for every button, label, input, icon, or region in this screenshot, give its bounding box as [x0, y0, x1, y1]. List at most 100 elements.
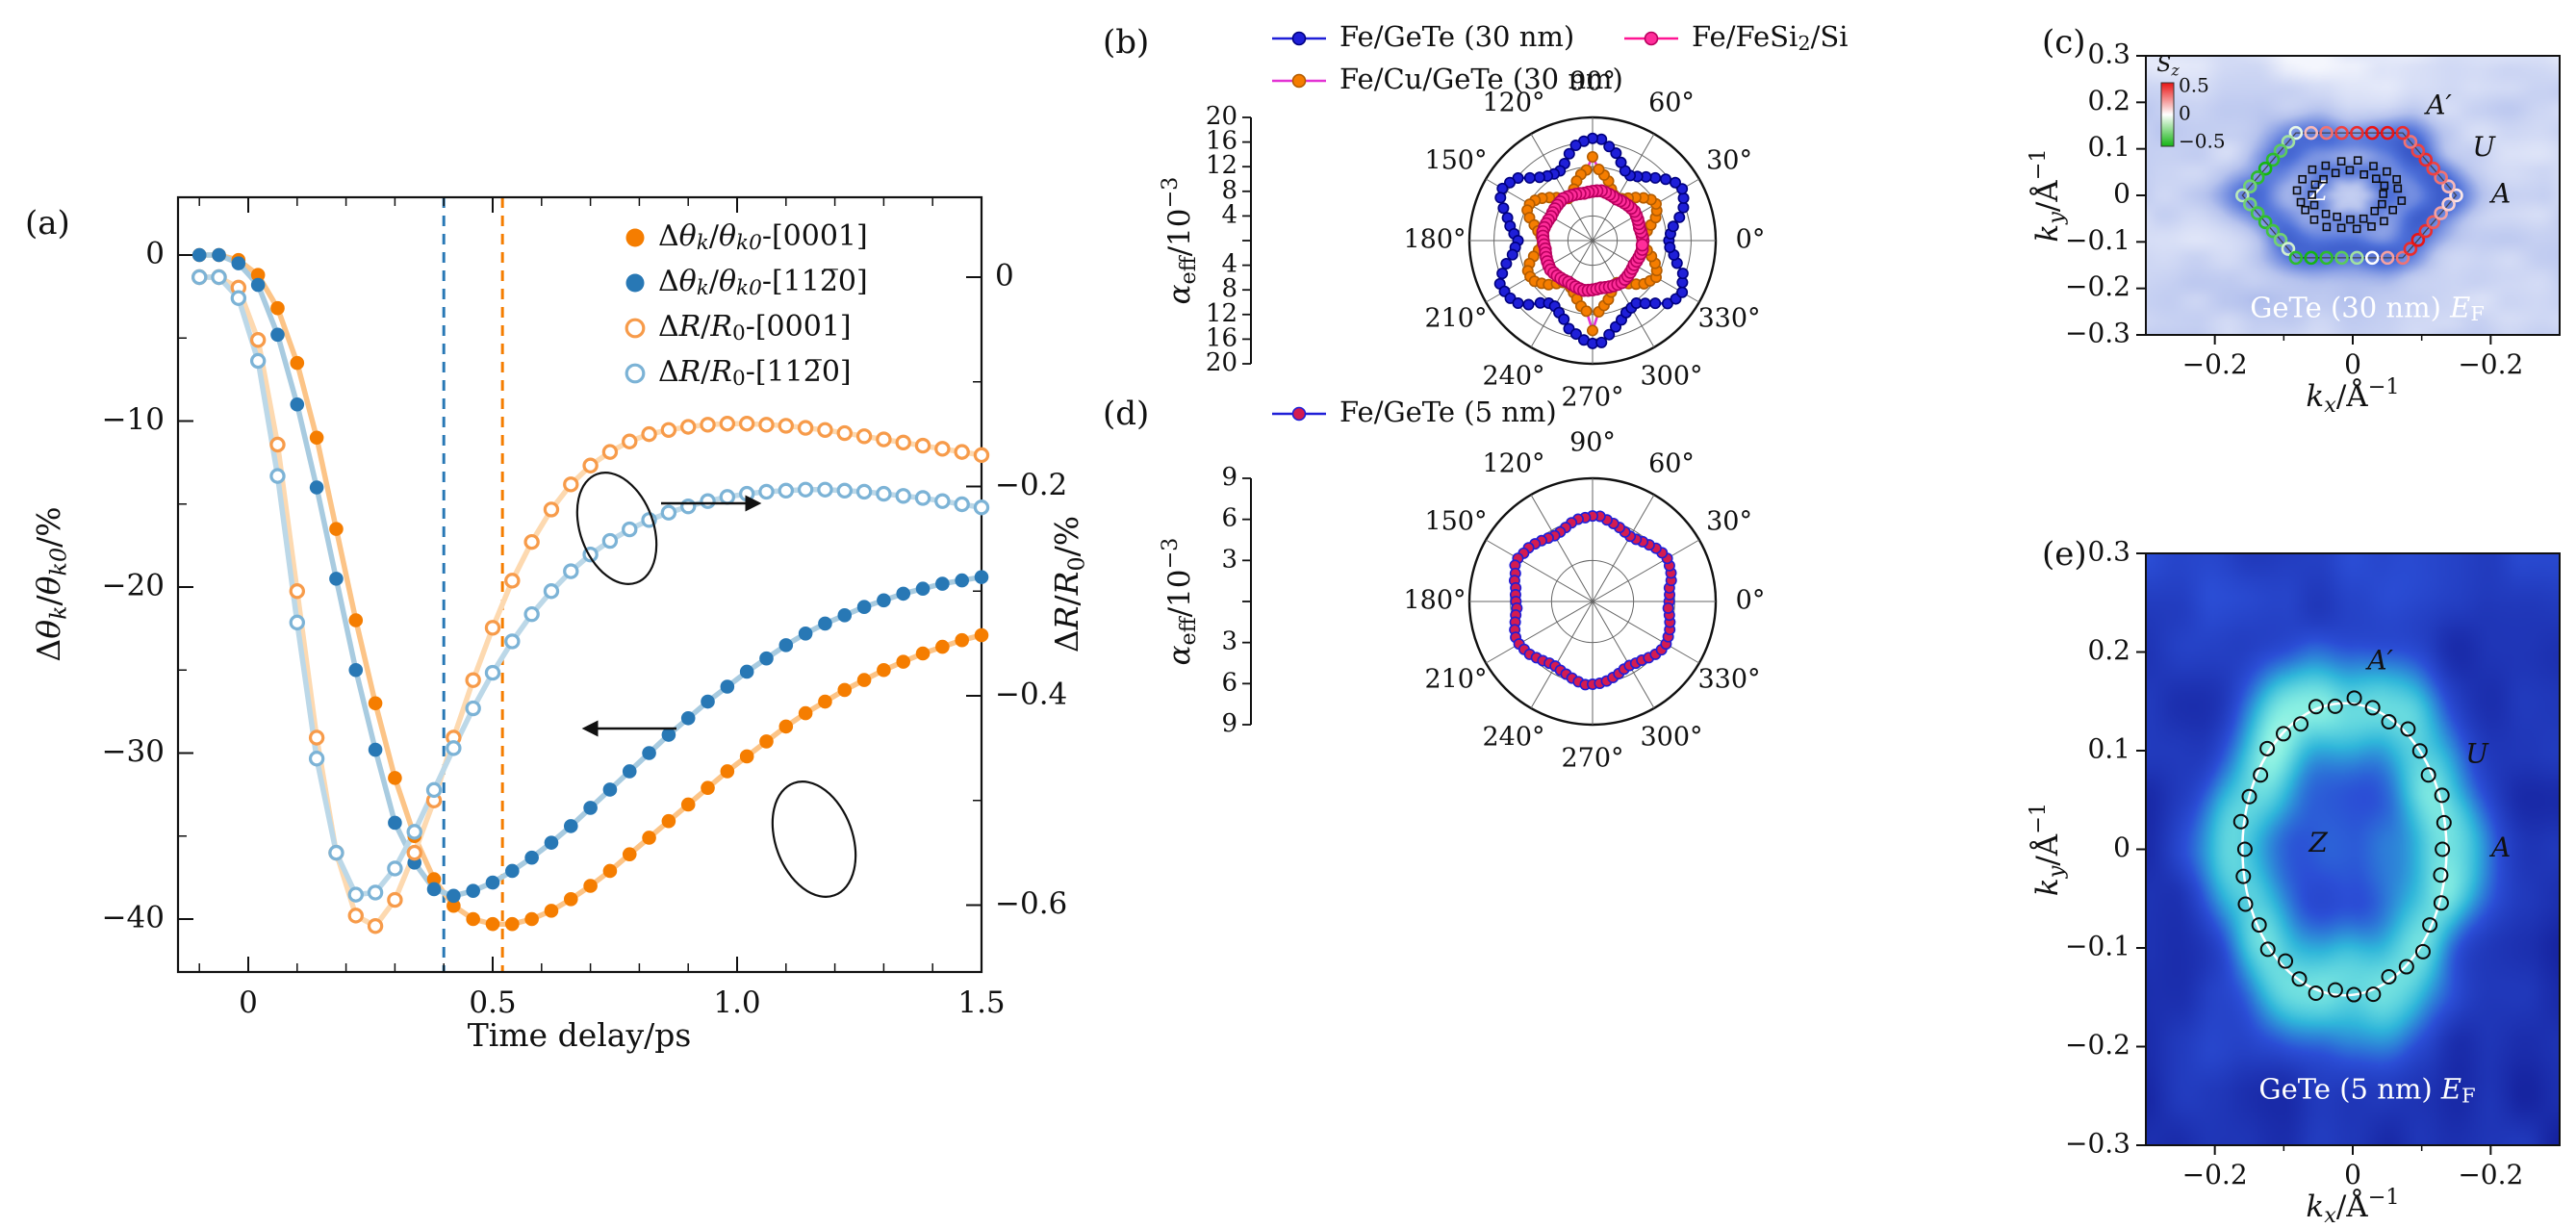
data-point-marker: [485, 916, 500, 932]
data-point-marker: [642, 746, 656, 760]
spin-texture-marker: [2426, 215, 2440, 230]
data-point-marker: [739, 664, 754, 679]
map-x-axis-label: kx/Å−1: [2306, 1185, 2399, 1228]
fermi-ring-marker: [2308, 985, 2324, 1001]
inner-band-square-marker: [2359, 214, 2368, 223]
data-point-marker: [583, 879, 598, 893]
polar-data-marker: [1522, 298, 1535, 311]
data-point-marker: [955, 632, 969, 648]
sz-colorbar: [2160, 82, 2175, 147]
fermi-ring-marker: [2308, 699, 2324, 715]
data-point-marker: [290, 355, 305, 371]
series-line: [196, 252, 984, 927]
data-point-marker: [309, 480, 324, 495]
data-point-marker: [701, 694, 715, 709]
polar-data-marker: [1676, 286, 1689, 298]
spin-texture-marker: [2281, 242, 2296, 256]
data-point-marker: [329, 522, 344, 536]
spin-texture-marker: [2449, 188, 2463, 203]
data-point-marker: [446, 898, 461, 913]
kpoint-label: U: [2465, 738, 2489, 770]
data-point-marker: [347, 886, 364, 903]
map-y-tick-label: 0.3: [2087, 38, 2130, 70]
data-point-marker: [661, 728, 676, 742]
polar-data-marker: [1496, 182, 1509, 194]
data-point-marker: [797, 481, 814, 498]
spin-texture-marker: [2364, 125, 2380, 141]
sz-colorbar-title: Sz: [2156, 53, 2180, 79]
data-point-marker: [505, 916, 520, 932]
angle-label: 240°: [1482, 723, 1544, 753]
legend-label: Δθk/θk0-[0001]: [658, 219, 868, 255]
y-left-tick-label: −20: [102, 569, 165, 603]
radial-tick-label: 4: [1221, 250, 1237, 279]
data-point-marker: [680, 710, 696, 726]
spin-texture-marker: [2434, 206, 2448, 220]
legend-marker: [625, 318, 646, 339]
spin-texture-marker: [2403, 242, 2418, 256]
fermi-ring-marker: [2278, 953, 2294, 969]
y-left-tick-label: −30: [102, 734, 165, 769]
data-point-marker: [974, 627, 989, 643]
map-y-tick-label: −0.1: [2065, 224, 2130, 256]
spin-texture-marker: [2350, 125, 2364, 141]
spin-texture-marker: [2242, 179, 2257, 194]
polar-data-marker: [1615, 156, 1627, 168]
polar-data-marker: [1587, 150, 1599, 163]
radial-tick-label: 16: [1206, 127, 1237, 156]
inner-band-square-marker: [2308, 191, 2316, 199]
data-point-marker: [934, 441, 951, 457]
data-point-marker: [877, 662, 891, 678]
data-point-marker: [837, 682, 853, 698]
spin-texture-marker: [2250, 206, 2265, 220]
polar-data-marker: [1676, 268, 1689, 280]
fermi-ring-marker: [2411, 743, 2428, 759]
fermi-ring-marker: [2400, 721, 2416, 737]
fermi-map-5nm: [2146, 553, 2560, 1145]
y-left-axis-label: Δθk/θk0/%: [30, 506, 72, 661]
data-point-marker: [895, 434, 911, 451]
inner-band-square-marker: [2346, 215, 2355, 224]
spin-texture-marker: [2319, 125, 2334, 141]
polar-data-marker: [1662, 601, 1674, 614]
data-point-marker: [563, 563, 579, 579]
data-point-marker: [544, 904, 559, 918]
polar-data-marker: [1659, 173, 1671, 186]
data-point-marker: [876, 485, 892, 502]
radial-tick-label: 20: [1206, 102, 1237, 131]
inner-band-square-marker: [2321, 209, 2331, 218]
legend-label: Fe/FeSi2/Si: [1692, 20, 1849, 54]
inner-band-square-marker: [2367, 222, 2376, 231]
spin-texture-marker: [2441, 179, 2456, 194]
inner-band-square-marker: [2353, 156, 2362, 165]
data-point-marker: [660, 422, 677, 438]
data-point-marker: [896, 586, 911, 601]
angle-label: 330°: [1698, 665, 1761, 695]
data-point-marker: [797, 420, 814, 436]
spin-texture-marker: [2288, 125, 2304, 141]
data-point-marker: [563, 892, 578, 907]
angle-label: 0°: [1736, 225, 1766, 255]
data-point-marker: [974, 570, 989, 584]
spin-texture-marker: [2250, 170, 2265, 185]
angle-label: 30°: [1706, 146, 1752, 176]
angle-label: 180°: [1403, 586, 1466, 616]
polar-data-marker: [1563, 147, 1575, 160]
data-point-marker: [290, 397, 305, 412]
map-y-tick-label: −0.1: [2065, 931, 2130, 962]
data-point-marker: [778, 482, 795, 499]
map-y-tick-label: −0.3: [2065, 318, 2130, 349]
map-x-tick-label: −0.2: [2182, 348, 2248, 380]
spin-texture-marker: [2380, 250, 2395, 266]
inner-band-square-marker: [2298, 174, 2307, 184]
fermi-ring-marker: [2435, 841, 2451, 857]
polar-data-marker: [1677, 192, 1690, 204]
inner-band-square-marker: [2309, 200, 2319, 210]
fermi-ring-marker: [2251, 917, 2267, 934]
inner-band-square-marker: [2301, 205, 2309, 215]
angle-label: 120°: [1482, 448, 1544, 478]
fermi-ring-marker: [2433, 867, 2449, 883]
radial-tick-label: 3: [1221, 627, 1237, 656]
